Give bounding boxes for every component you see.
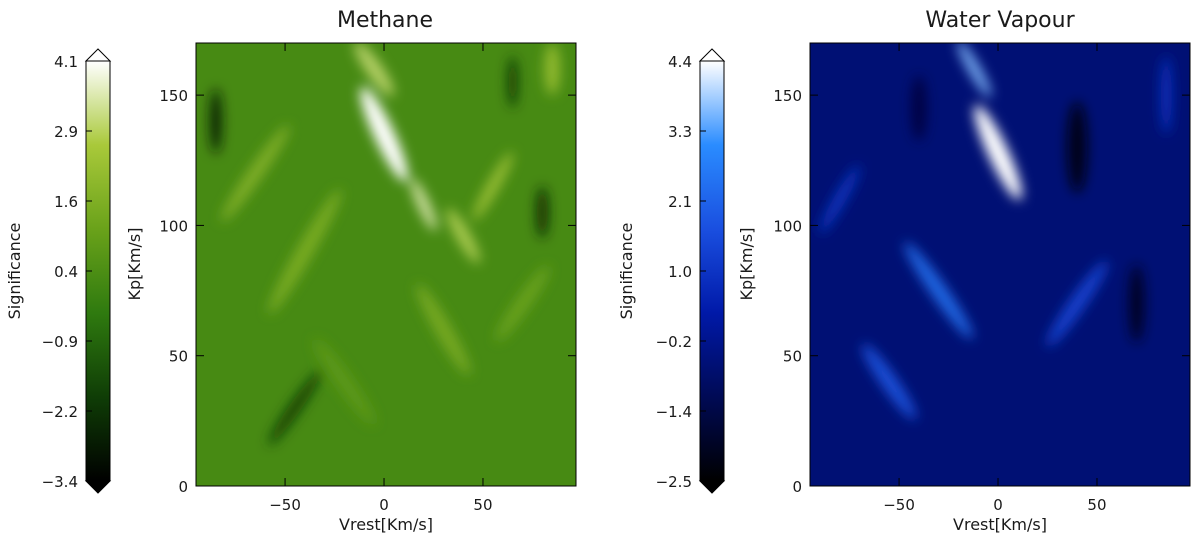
- water-colorbar-tick-label: −2.5: [656, 473, 692, 491]
- methane-streak: [507, 56, 518, 109]
- water-colorbar-tick-label: 1.0: [668, 263, 692, 281]
- methane-streak: [416, 284, 471, 375]
- methane-streak: [221, 125, 290, 222]
- methane-colorbar-label: Significance: [5, 223, 24, 320]
- methane-colorbar-tick-label: 1.6: [54, 193, 78, 211]
- water-streak: [957, 43, 992, 98]
- methane-x-ticks: −50 0 50: [269, 43, 493, 514]
- water-x-axis-label: Vrest[Km/s]: [953, 515, 1047, 534]
- methane-x-tick-label: −50: [269, 496, 301, 514]
- water-y-tick-label: 100: [773, 217, 802, 235]
- water-colorbar-top-arrow: [698, 48, 726, 62]
- water-peak: [974, 105, 1022, 200]
- water-streak: [819, 165, 860, 234]
- water-streaks: [819, 43, 1173, 420]
- methane-streak: [209, 88, 222, 154]
- methane-y-ticks: 0 50 100 150: [159, 87, 576, 496]
- water-streak: [910, 75, 927, 141]
- methane-streaks: [209, 43, 561, 446]
- water-y-ticks: 0 50 100 150: [773, 87, 1190, 496]
- methane-colorbar-tick-label: 0.4: [54, 263, 78, 281]
- methane-colorbar-tick-label: −0.9: [42, 333, 78, 351]
- water-x-tick-label: −50: [883, 496, 915, 514]
- methane-streak: [410, 178, 437, 231]
- water-streak: [1067, 101, 1088, 193]
- methane-colorbar-top-arrow: [84, 48, 112, 62]
- water-colorbar-bottom-arrow: [698, 480, 726, 494]
- water-heatmap: [810, 43, 1190, 486]
- water-colorbar-tick-label: 3.3: [668, 123, 692, 141]
- water-colorbar-tick-label: −0.2: [656, 333, 692, 351]
- water-x-ticks: −50 0 50: [883, 43, 1107, 514]
- methane-y-axis-label: Kp[Km/s]: [125, 228, 144, 301]
- methane-colorbar-tick-label: 4.1: [54, 53, 78, 71]
- methane-streak: [313, 338, 376, 425]
- water-plot-frame: [809, 42, 1191, 487]
- water-panel: Water Vapour −50 0 50 0 50 100 150 Vrest[Km/s…: [617, 8, 1191, 534]
- water-y-tick-label: 50: [783, 348, 802, 366]
- methane-panel: Methane −50 0 50 0 50 100 150 Vrest[Km/s] Kp[…: [5, 8, 577, 534]
- methane-streak: [354, 43, 394, 97]
- water-streak: [904, 242, 973, 339]
- water-y-tick-label: 150: [773, 87, 802, 105]
- methane-title: Methane: [337, 8, 433, 33]
- water-colorbar-tick-label: 4.4: [668, 53, 692, 71]
- water-streak: [1046, 260, 1108, 347]
- methane-y-tick-label: 100: [159, 217, 188, 235]
- water-y-axis-label: Kp[Km/s]: [737, 228, 756, 301]
- methane-x-tick-label: 0: [379, 496, 389, 514]
- water-colorbar-label: Significance: [617, 223, 636, 320]
- methane-colorbar-tick-label: −2.2: [42, 403, 78, 421]
- methane-colorbar: 4.1 2.9 1.6 0.4 −0.9 −2.2 −3.4 Significance: [5, 48, 112, 494]
- methane-colorbar-bottom-arrow: [84, 480, 112, 494]
- water-x-tick-label: 0: [993, 496, 1003, 514]
- methane-colorbar-tick-label: −3.4: [42, 473, 78, 491]
- water-y-tick-label: 0: [792, 478, 802, 496]
- water-x-tick-label: 50: [1087, 496, 1106, 514]
- methane-streak: [536, 186, 549, 239]
- water-streak: [862, 344, 917, 420]
- methane-x-tick-label: 50: [473, 496, 492, 514]
- methane-y-tick-label: 0: [178, 478, 188, 496]
- methane-streak: [268, 189, 342, 314]
- methane-heatmap: [196, 43, 576, 486]
- methane-streak: [472, 152, 514, 221]
- methane-streak: [268, 370, 322, 446]
- water-heatmap-background: [810, 43, 1190, 486]
- methane-plot-frame: [195, 42, 577, 487]
- water-colorbar-tick-label: −1.4: [656, 403, 692, 421]
- methane-x-axis-label: Vrest[Km/s]: [339, 515, 433, 534]
- methane-colorbar-tick-label: 2.9: [54, 123, 78, 141]
- methane-streak: [446, 208, 480, 264]
- water-colorbar-ticks: 4.4 3.3 2.1 1.0 −0.2 −1.4 −2.5: [656, 53, 706, 491]
- water-streak: [1128, 264, 1145, 343]
- water-title: Water Vapour: [925, 8, 1075, 33]
- water-colorbar-tick-label: 2.1: [668, 193, 692, 211]
- methane-peak: [360, 86, 408, 182]
- methane-y-tick-label: 150: [159, 87, 188, 105]
- methane-streak: [495, 266, 550, 342]
- methane-streak: [544, 43, 561, 96]
- water-streak: [1160, 56, 1173, 135]
- methane-colorbar-ticks: 4.1 2.9 1.6 0.4 −0.9 −2.2 −3.4: [42, 53, 92, 491]
- water-colorbar: 4.4 3.3 2.1 1.0 −0.2 −1.4 −2.5 Significance: [617, 48, 726, 494]
- methane-y-tick-label: 50: [169, 348, 188, 366]
- methane-heatmap-background: [196, 43, 576, 486]
